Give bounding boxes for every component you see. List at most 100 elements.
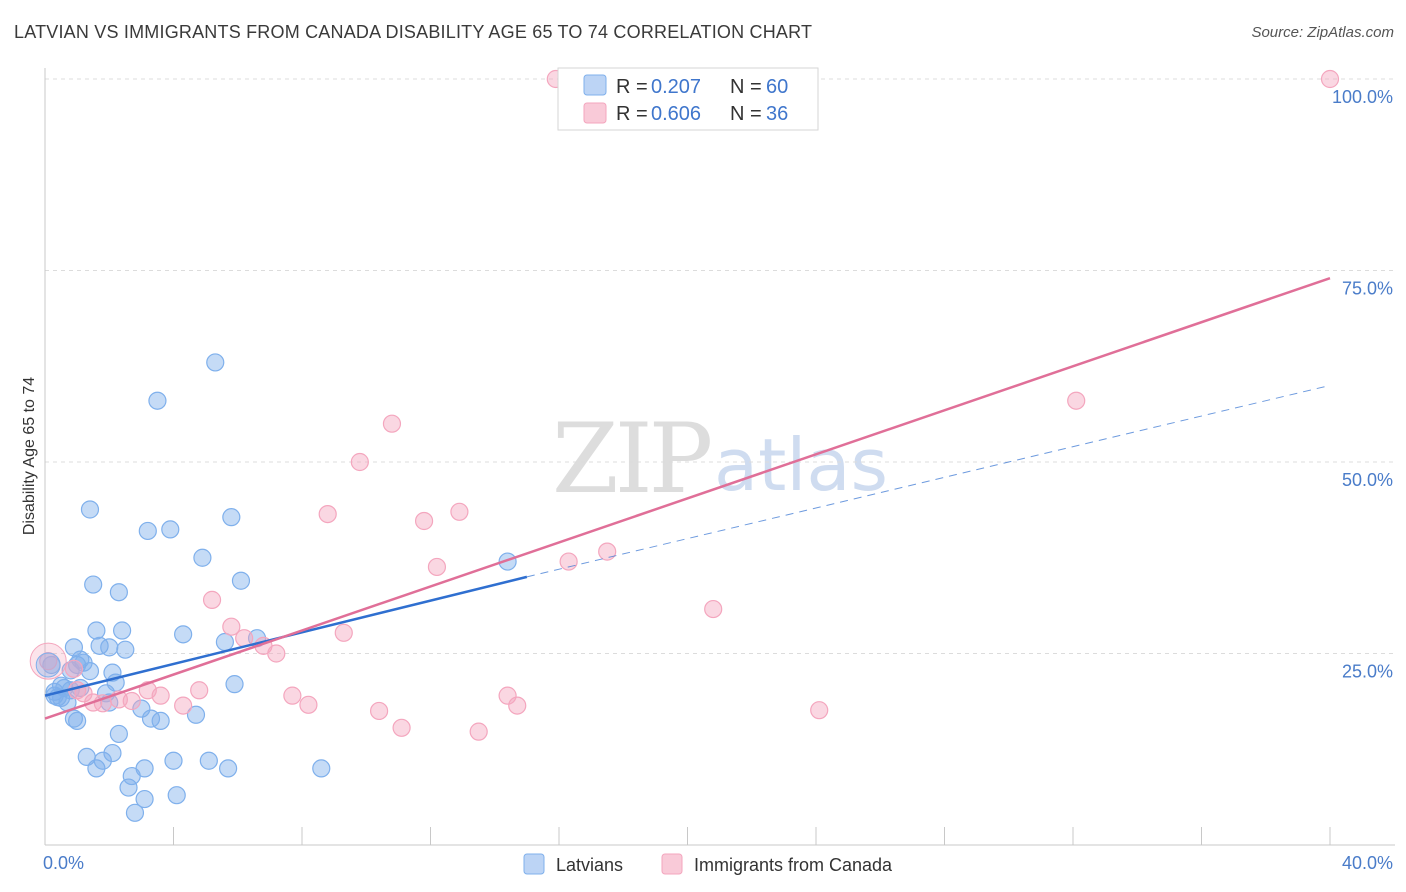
canada-point — [222, 617, 241, 636]
x-tick-label: 40.0% — [1342, 853, 1393, 873]
y-tick-label: 75.0% — [1342, 279, 1393, 299]
canada-trend-line — [44, 276, 1331, 720]
canada-point — [469, 722, 488, 741]
canada-point — [174, 696, 193, 715]
canada-point — [498, 686, 517, 705]
latvian-point — [161, 520, 180, 539]
canada-point — [299, 695, 318, 714]
latvian-point — [174, 625, 193, 644]
latvian-point — [87, 621, 106, 640]
legend-label-latvians: Latvians — [556, 855, 623, 875]
legend-r-label-2: R = — [616, 103, 648, 125]
canada-point — [122, 691, 141, 711]
grid-lines — [45, 78, 1395, 654]
canada-point — [190, 681, 209, 700]
canada-point — [427, 557, 447, 577]
latvian-point — [125, 803, 145, 822]
latvian-point — [93, 751, 112, 770]
latvian-point — [116, 640, 135, 659]
trend-lines — [44, 276, 1331, 720]
canada-point — [202, 590, 222, 609]
latvian-point — [84, 575, 103, 594]
canada-point-cluster — [29, 642, 67, 680]
latvian-point-cluster — [35, 652, 61, 678]
legend-n-value-1: 60 — [766, 76, 788, 98]
legend-swatch-latvians-bottom — [523, 853, 545, 875]
y-tick-label: 50.0% — [1342, 470, 1393, 490]
source-credit: Source: ZipAtlas.com — [1251, 24, 1394, 41]
legend-r-label-1: R = — [616, 76, 648, 98]
legend-n-value-2: 36 — [766, 103, 788, 125]
latvian-point — [151, 711, 170, 731]
latvian-point — [68, 711, 87, 731]
tick-labels: 25.0% 50.0% 75.0% 100.0% 0.0% 40.0% — [43, 87, 1393, 873]
canada-point — [382, 414, 402, 433]
canada-point — [318, 504, 337, 524]
series-legend: Latvians Immigrants from Canada — [523, 853, 893, 875]
legend-n-label-2: N = — [730, 103, 762, 125]
watermark-atlas: atlas — [714, 423, 888, 507]
y-axis-label: Disability Age 65 to 74 — [21, 377, 38, 535]
latvian-point — [225, 675, 244, 694]
canada-point — [283, 686, 302, 705]
latvian-point — [112, 621, 132, 640]
latvian-point — [100, 638, 119, 657]
chart-title: LATVIAN VS IMMIGRANTS FROM CANADA DISABI… — [14, 22, 813, 42]
canada-point — [267, 644, 286, 663]
canada-point — [1067, 391, 1086, 410]
legend-n-label-1: N = — [730, 76, 762, 98]
latvian-point — [80, 662, 100, 681]
latvian-point — [164, 751, 183, 770]
legend-r-value-2: 0.606 — [651, 103, 701, 125]
latvian-point — [109, 724, 128, 744]
canada-point — [414, 511, 434, 531]
x-tick-label: 0.0% — [43, 853, 84, 873]
latvian-point — [64, 709, 84, 728]
canada-point — [334, 623, 353, 642]
watermark-zip: ZIP — [552, 403, 711, 515]
latvian-point — [135, 759, 154, 778]
legend-label-canada: Immigrants from Canada — [694, 855, 893, 875]
latvian-point — [199, 751, 218, 770]
canada-point — [151, 686, 170, 705]
canada-point — [598, 542, 617, 561]
canada-point — [450, 502, 469, 521]
canada-point — [508, 696, 527, 715]
y-tick-label: 25.0% — [1342, 662, 1393, 682]
latvian-point — [219, 759, 238, 778]
latvian-point — [312, 759, 331, 778]
latvian-point — [193, 548, 212, 567]
canada-point — [370, 701, 389, 721]
legend-swatch-latvians — [583, 74, 607, 96]
latvian-point — [186, 705, 206, 724]
canada-point — [74, 684, 93, 703]
latvian-point — [80, 500, 100, 519]
legend-r-value-1: 0.207 — [651, 76, 701, 98]
latvian-point — [135, 789, 154, 809]
data-points — [29, 69, 1340, 822]
latvian-point — [109, 583, 128, 602]
correlation-legend: R = 0.207 N = 60 R = 0.606 N = 36 — [557, 67, 819, 131]
canada-point — [64, 659, 84, 678]
latvian-point — [148, 391, 167, 410]
latvian-point — [103, 743, 122, 763]
latvian-point — [138, 521, 157, 541]
latvian-point — [119, 778, 138, 797]
axes — [44, 68, 1395, 846]
legend-swatch-canada-bottom — [661, 853, 683, 875]
canada-point — [350, 452, 369, 472]
legend-swatch-canada — [583, 102, 607, 124]
canada-point — [1320, 69, 1340, 89]
latvian-point — [206, 353, 225, 372]
latvian-trend-extension — [526, 384, 1331, 578]
latvian-point — [167, 786, 186, 805]
y-tick-label: 100.0% — [1332, 87, 1393, 107]
canada-point — [704, 599, 723, 619]
latvian-point — [222, 508, 241, 527]
canada-point — [392, 718, 411, 737]
canada-point — [559, 552, 578, 571]
latvian-point — [231, 571, 251, 590]
latvian-point — [215, 632, 234, 652]
canada-point — [810, 701, 829, 720]
